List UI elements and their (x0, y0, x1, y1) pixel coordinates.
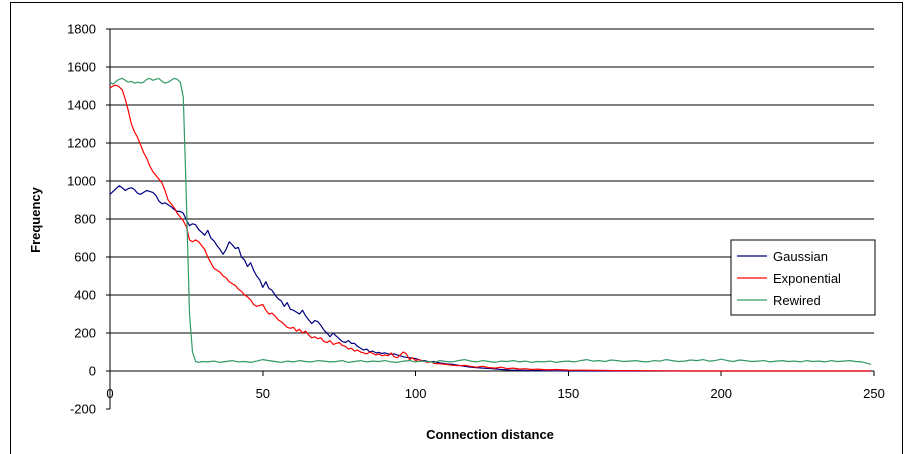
series-line-gaussian (109, 185, 871, 372)
chart-frame (10, 2, 903, 454)
legend-label: Exponential (773, 271, 841, 286)
x-tick-label: 100 (405, 386, 427, 401)
y-tick-label: 200 (74, 326, 96, 341)
x-axis-label: Connection distance (426, 427, 554, 442)
y-tick-label: 1600 (67, 60, 96, 75)
y-tick-label: -200 (70, 402, 96, 417)
series-lines (109, 77, 872, 372)
y-tick-label: 1000 (67, 174, 96, 189)
y-tick-label: 600 (74, 250, 96, 265)
y-tick-label: 1200 (67, 136, 96, 151)
y-tick-label: 400 (74, 288, 96, 303)
series-line-rewired (109, 77, 872, 365)
x-tick-label: 50 (256, 386, 270, 401)
y-tick-label: 800 (74, 212, 96, 227)
x-tick-label: 200 (710, 386, 732, 401)
x-tick-label: 250 (863, 386, 885, 401)
y-tick-label: 1400 (67, 98, 96, 113)
y-tick-label: 1800 (67, 22, 96, 37)
y-axis-label: Frequency (28, 186, 43, 253)
legend-label: Rewired (773, 293, 821, 308)
y-tick-label: 0 (89, 364, 96, 379)
legend-label: Gaussian (773, 249, 828, 264)
y-axis-ticks: -200 0 200 400 600 800 1000 1200 1400 1600 1800 (67, 22, 110, 417)
series-line-exponential (109, 84, 871, 372)
legend: Gaussian Exponential Rewired (730, 239, 876, 316)
gridlines (110, 28, 874, 372)
x-tick-label: 150 (558, 386, 580, 401)
